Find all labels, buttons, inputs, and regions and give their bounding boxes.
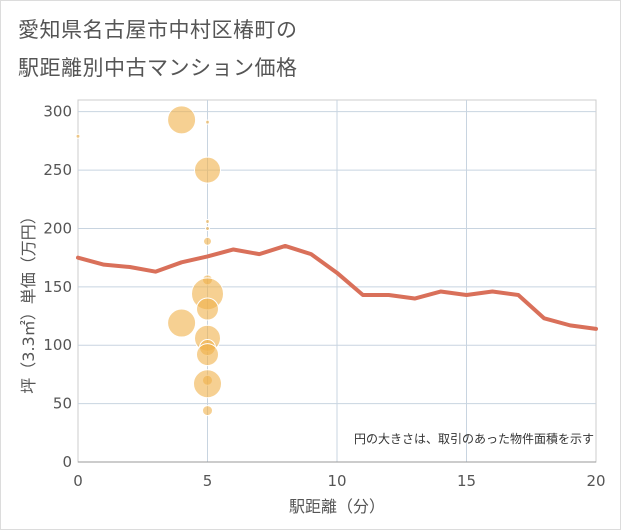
x-tick-label: 0 [73,472,83,490]
x-tick-label: 10 [327,472,346,490]
bubble-point [196,343,219,367]
bubble-point [205,225,210,231]
bubble-point [75,133,81,139]
bubble-point [167,308,197,338]
y-axis-label: 坪（3.3㎡）単価（万円） [19,208,38,393]
y-tick-label: 150 [43,278,72,296]
y-tick-label: 200 [43,219,72,237]
bubble-point [196,297,219,321]
x-tick-label: 20 [586,472,605,490]
size-note: 円の大きさは、取引のあった物件面積を示す [354,431,594,446]
chart-title-line2: 駅距離別中古マンション価格 [18,56,298,80]
bubble-point [203,236,212,246]
y-tick-label: 100 [43,336,72,354]
average-price-line [76,243,598,331]
x-tick-label: 15 [457,472,476,490]
y-tick-label: 50 [53,395,72,413]
chart-title-line1: 愛知県名古屋市中村区椿町の [18,18,298,42]
grid-lines [78,100,596,463]
x-axis-label: 駅距離（分） [289,497,385,516]
line-layer [76,243,598,331]
y-tick-label: 250 [43,161,72,179]
bubble-layer [75,105,224,417]
x-tick-label: 5 [203,472,213,490]
bubble-point [205,119,210,125]
bubble-point [205,218,210,224]
bubble-point [193,369,222,399]
bubble-point [202,405,213,417]
bubble-point [194,156,221,184]
bubble-point [167,105,197,135]
y-tick-label: 0 [62,453,72,471]
y-tick-label: 300 [43,103,72,121]
